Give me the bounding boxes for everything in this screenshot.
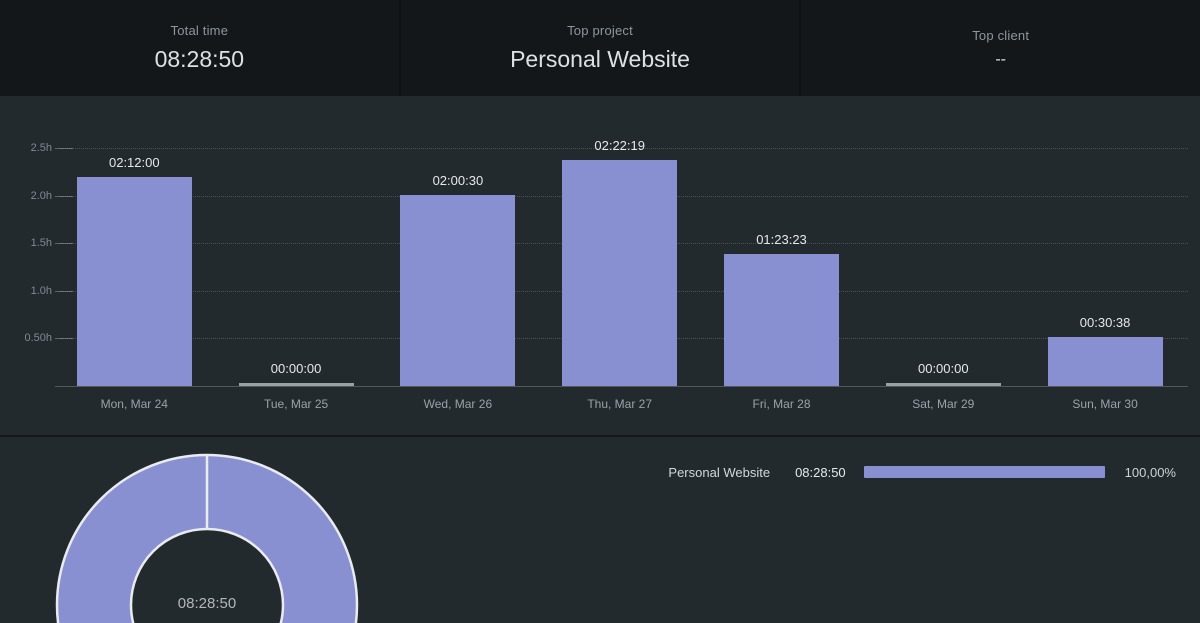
legend-percent-bar — [863, 466, 1105, 478]
bar-value-label: 02:12:00 — [108, 155, 160, 170]
x-axis-label: Wed, Mar 26 — [423, 397, 493, 411]
top-client-label: Top client — [972, 27, 1030, 43]
top-project-stat: Top project Personal Website — [398, 0, 800, 96]
top-client-value: -- — [995, 50, 1006, 68]
top-client-stat: Top client -- — [799, 0, 1200, 96]
bar-mon-mar-24[interactable] — [76, 177, 192, 386]
bar-tue-mar-25[interactable] — [238, 383, 354, 386]
legend-project-name: Personal Website — [668, 464, 771, 480]
y-axis-label: 2.5h — [30, 142, 52, 154]
donut-chart[interactable] — [0, 437, 420, 623]
legend-project-time: 08:28:50 — [795, 464, 846, 480]
bar-sun-mar-30[interactable] — [1047, 337, 1163, 386]
gridline — [60, 148, 1188, 149]
bar-thu-mar-27[interactable] — [562, 160, 678, 386]
x-axis-label: Thu, Mar 27 — [587, 397, 653, 411]
total-time-value: 08:28:50 — [154, 46, 245, 72]
x-axis-label: Mon, Mar 24 — [100, 397, 168, 411]
x-axis-label: Sat, Mar 29 — [912, 397, 975, 411]
x-axis-label: Tue, Mar 25 — [263, 397, 329, 411]
bar-value-label: 00:30:38 — [1079, 315, 1131, 330]
bar-value-label: 00:00:00 — [270, 361, 322, 376]
bar-value-label: 02:22:19 — [594, 138, 645, 153]
y-axis-label: 2.0h — [30, 189, 52, 202]
top-project-value: Personal Website — [510, 46, 690, 72]
legend-row[interactable]: Personal Website 08:28:50 100,00% — [668, 464, 1176, 480]
x-axis-line — [55, 386, 1188, 387]
top-project-label: Top project — [567, 23, 633, 38]
bar-value-label: 01:23:23 — [756, 232, 807, 247]
axis-tick — [55, 290, 73, 292]
bar-sat-mar-29[interactable] — [885, 383, 1001, 386]
project-breakdown: 08:28:50 Personal Website 08:28:50 100,0… — [0, 437, 1200, 623]
x-axis-label: Sun, Mar 30 — [1072, 397, 1138, 411]
bar-wed-mar-26[interactable] — [400, 195, 516, 386]
total-time-label: Total time — [170, 23, 229, 38]
bar-value-label: 02:00:30 — [432, 173, 484, 188]
y-axis-label: 0.50h — [24, 332, 52, 345]
y-axis-label: 1.0h — [30, 284, 52, 297]
donut-center-label: 08:28:50 — [177, 595, 237, 612]
section-divider — [0, 435, 1200, 437]
bar-fri-mar-28[interactable] — [724, 254, 839, 386]
axis-tick — [55, 195, 73, 197]
axis-tick — [55, 243, 73, 245]
y-axis-label: 1.5h — [30, 237, 52, 250]
total-time-stat: Total time 08:28:50 — [0, 0, 399, 96]
daily-bar-chart: 0.50h 1.0h 1.5h 2.0h 2.5h 02:12:00 Mon, Mar 24… — [0, 96, 1200, 435]
legend-project-percent: 100,00% — [1124, 464, 1176, 480]
axis-tick — [55, 338, 73, 340]
x-axis-label: Fri, Mar 28 — [752, 397, 811, 411]
axis-tick — [55, 148, 73, 149]
bar-value-label: 00:00:00 — [917, 361, 969, 376]
summary-bar: Total time 08:28:50 Top project Personal… — [0, 0, 1200, 96]
